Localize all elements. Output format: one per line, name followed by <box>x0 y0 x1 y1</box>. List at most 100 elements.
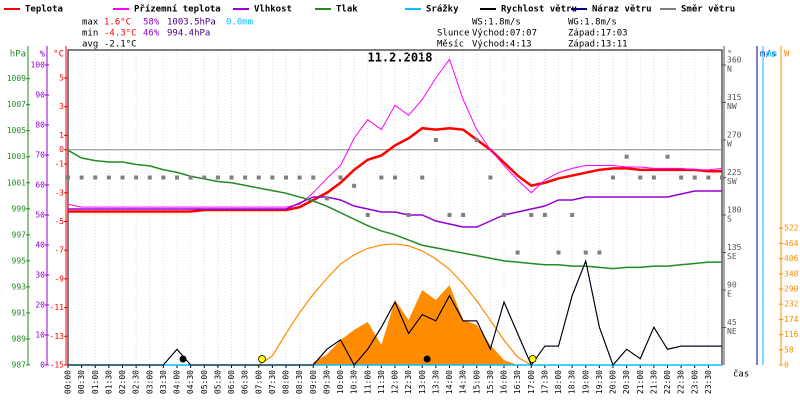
y-tick-label: -13 <box>50 332 65 341</box>
wind-dir-dot <box>433 138 438 142</box>
wind-dir-dot <box>188 175 193 180</box>
x-tick-label: 22:30 <box>677 370 686 394</box>
x-tick-label: 15:00 <box>472 370 481 394</box>
stat-label: max <box>82 18 99 28</box>
y-tick-label: 20 <box>35 301 45 310</box>
x-tick-label: 09:30 <box>322 370 331 394</box>
y-tick-label: 993 <box>12 282 27 291</box>
wind-dir-dot <box>120 175 125 180</box>
wind-dir-dot <box>297 175 302 180</box>
series-line <box>67 149 722 270</box>
x-tick-label: 22:00 <box>663 370 672 394</box>
y-tick-label: 0 <box>40 361 45 370</box>
y-tick-label: 991 <box>12 308 27 317</box>
y-tick-label: 3 <box>59 102 64 111</box>
moon-info: Východ:4:13 <box>472 40 532 50</box>
y-tick-label: 290 <box>784 285 799 294</box>
y-tick-label: 100 <box>31 61 46 70</box>
y-tick-label: 1007 <box>7 100 26 109</box>
wind-dir-dot <box>720 175 724 180</box>
y-tick-label: 987 <box>12 361 27 370</box>
series-line <box>68 126 722 213</box>
wind-dir-dot <box>229 175 234 180</box>
y-tick-label: 58 <box>784 345 794 354</box>
wind-dir-dot <box>66 175 70 180</box>
compass-label: SE <box>727 252 737 261</box>
y-tick-label: 315 <box>727 93 742 102</box>
series-line <box>258 243 532 366</box>
compass-label: SW <box>727 177 737 186</box>
wind-dir-dot <box>692 175 697 180</box>
sun-info: Východ:07:07 <box>472 29 537 39</box>
y-tick-label: -3 <box>54 188 64 197</box>
x-tick-label: 18:00 <box>554 370 563 394</box>
wind-dir-dot <box>352 183 357 188</box>
stat: 1003.5hPa <box>167 18 216 28</box>
wind-info: WS:1.8m/s <box>472 18 521 28</box>
wind-dir-dot <box>338 175 343 180</box>
legend-label: Tlak <box>336 5 358 15</box>
y-tick-label: 90 <box>35 91 45 100</box>
wind-dir-dot <box>679 175 684 180</box>
moon-info: Měsíc <box>437 40 464 50</box>
wind-dir-dot <box>406 213 411 217</box>
y-tick-label: 1 <box>59 131 64 140</box>
axis-unit: hPa <box>10 50 26 60</box>
y-tick-label: 270 <box>727 131 742 140</box>
stat: 1.6°C <box>104 18 131 28</box>
y-tick-label: 45 <box>727 318 737 327</box>
x-tick-label: 21:30 <box>649 370 658 394</box>
wind-dir-dot <box>502 213 506 217</box>
axis-unit: W <box>784 50 790 60</box>
wind-dir-dot <box>175 175 179 180</box>
wind-dir-dot <box>542 213 547 217</box>
wind-dir-dot <box>488 175 493 180</box>
axis-unit: °C <box>53 50 64 60</box>
stat: -2.1°C <box>104 40 137 50</box>
y-tick-label: 10 <box>35 331 45 340</box>
y-tick-label: 997 <box>12 230 27 239</box>
axis-unit: mm <box>766 50 777 60</box>
x-tick-label: 20:30 <box>622 370 631 394</box>
x-tick-label: 08:00 <box>282 370 291 394</box>
x-tick-label: 21:00 <box>636 370 645 394</box>
y-tick-label: 464 <box>784 239 799 248</box>
series-line <box>68 259 722 367</box>
x-tick-label: 05:00 <box>200 370 209 394</box>
legend-label: Rychlost větru <box>501 4 577 15</box>
compass-label: S <box>727 215 732 224</box>
x-tick-label: 02:00 <box>118 370 127 394</box>
y-tick-label: 348 <box>784 269 799 278</box>
stat-label: avg <box>82 40 98 50</box>
y-tick-label: 116 <box>784 330 799 339</box>
x-tick-label: 23:30 <box>704 370 713 394</box>
x-tick-label: 14:30 <box>459 370 468 394</box>
y-tick-label: 180 <box>727 206 742 215</box>
compass-label: NW <box>727 102 737 111</box>
stat: 58% <box>143 18 160 28</box>
y-tick-label: -15 <box>50 361 65 370</box>
stat: 46% <box>143 29 160 39</box>
x-tick-label: 19:30 <box>595 370 604 394</box>
wind-dir-dot <box>147 175 152 180</box>
x-tick-label: 19:00 <box>581 370 590 394</box>
wind-dir-dot <box>611 175 615 180</box>
y-tick-label: 135 <box>727 243 742 252</box>
legend-label: Teplota <box>25 5 63 15</box>
x-tick-label: 12:30 <box>404 370 413 394</box>
wind-dir-dot <box>311 175 316 180</box>
y-tick-label: 5 <box>59 73 64 82</box>
x-tick-label: 04:30 <box>186 370 195 394</box>
y-tick-label: -7 <box>54 246 64 255</box>
y-tick-label: 60 <box>35 181 45 190</box>
stat: -4.3°C <box>104 29 137 39</box>
wind-dir-dot <box>665 154 670 159</box>
x-tick-label: 11:00 <box>363 370 372 394</box>
wind-dir-dot <box>106 175 111 180</box>
compass-label: NE <box>727 327 737 336</box>
y-tick-label: 80 <box>35 121 45 130</box>
y-tick-label: 522 <box>784 224 799 233</box>
x-tick-label: 01:00 <box>91 370 100 394</box>
x-tick-label: 05:30 <box>213 370 222 394</box>
x-tick-label: 17:30 <box>540 370 549 394</box>
